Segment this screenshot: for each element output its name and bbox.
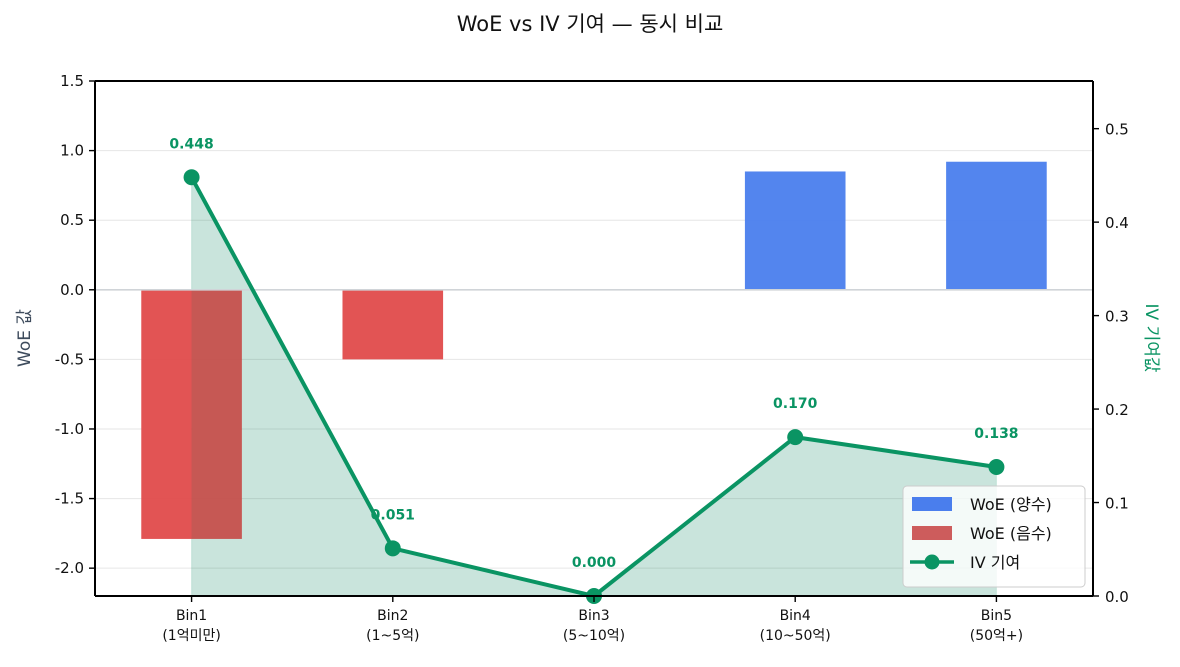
legend-label: WoE (음수) bbox=[970, 524, 1052, 543]
y-tick-label: -2.0 bbox=[55, 559, 84, 577]
x-tick-label-range: (5~10억) bbox=[563, 628, 625, 644]
iv-value-labels: 0.448 0.051 0.000 0.170 0.138 bbox=[169, 136, 1018, 571]
woe-bar bbox=[141, 289, 242, 539]
y-tick-label: 1.5 bbox=[60, 72, 84, 90]
iv-marker bbox=[787, 429, 804, 446]
y-right-tick-label: 0.1 bbox=[1105, 495, 1129, 513]
legend-label: WoE (양수) bbox=[970, 495, 1052, 514]
y-axis-right-ticks: 0.5 0.4 0.3 0.2 0.1 0.0 bbox=[1093, 121, 1129, 606]
iv-area-fill-overlay bbox=[192, 177, 997, 596]
y-tick-label: -1.0 bbox=[55, 420, 84, 438]
x-tick-label-range: (1~5억) bbox=[366, 628, 419, 644]
y-tick-label: -0.5 bbox=[55, 350, 84, 368]
x-tick-label-bin: Bin5 bbox=[981, 608, 1012, 624]
y-tick-label: 0.0 bbox=[60, 281, 84, 299]
x-tick-label-bin: Bin3 bbox=[578, 608, 609, 624]
y-tick-label: -1.5 bbox=[55, 490, 84, 508]
x-tick-label-bin: Bin4 bbox=[780, 608, 811, 624]
legend-label: IV 기여 bbox=[970, 553, 1020, 572]
iv-area-over-bars bbox=[191, 177, 997, 596]
iv-value-label: 0.051 bbox=[371, 507, 415, 523]
y-axis-left-label: WoE 값 bbox=[15, 309, 35, 367]
legend: WoE (양수) WoE (음수) IV 기여 bbox=[902, 485, 1086, 588]
x-tick-label-range: (50억+) bbox=[970, 628, 1023, 644]
iv-value-label: 0.138 bbox=[974, 426, 1018, 442]
iv-value-label: 0.170 bbox=[773, 396, 818, 412]
iv-value-label: 0.448 bbox=[169, 136, 213, 152]
y-right-tick-label: 0.0 bbox=[1105, 588, 1129, 606]
woe-bar bbox=[342, 289, 444, 360]
y-axis-right-label: IV 기여값 bbox=[1141, 304, 1161, 373]
woe-bar bbox=[744, 171, 846, 290]
iv-value-label: 0.000 bbox=[572, 555, 617, 571]
chart-title: WoE vs IV 기여 — 동시 비교 bbox=[457, 12, 724, 36]
woe-bars bbox=[141, 161, 1047, 596]
y-right-tick-label: 0.3 bbox=[1105, 308, 1129, 326]
iv-area-overlay bbox=[192, 177, 997, 596]
y-right-tick-label: 0.4 bbox=[1105, 214, 1129, 232]
iv-area bbox=[191, 177, 997, 596]
legend-swatch-positive bbox=[912, 497, 952, 511]
legend-swatch-negative bbox=[912, 526, 952, 540]
woe-bar bbox=[946, 161, 1047, 290]
y-right-tick-label: 0.2 bbox=[1105, 401, 1129, 419]
iv-marker bbox=[183, 169, 200, 186]
y-tick-label: 0.5 bbox=[60, 211, 84, 229]
x-tick-label-bin: Bin1 bbox=[176, 608, 207, 624]
y-tick-label: 1.0 bbox=[60, 142, 84, 160]
axes-frame bbox=[94, 80, 1094, 597]
x-tick-label-range: (10~50억) bbox=[760, 628, 831, 644]
iv-marker bbox=[988, 459, 1005, 476]
legend-marker-icon bbox=[924, 554, 940, 570]
iv-marker bbox=[384, 540, 401, 557]
y-right-tick-label: 0.5 bbox=[1105, 121, 1129, 139]
x-axis-ticks: Bin1 (1억미만) Bin2 (1~5억) Bin3 (5~10억) Bin4 (10~5… bbox=[162, 596, 1023, 644]
y-axis-left-ticks: 1.5 1.0 0.5 0.0 -0.5 -1.0 -1.5 -2.0 bbox=[55, 72, 95, 577]
x-tick-label-bin: Bin2 bbox=[377, 608, 408, 624]
x-tick-label-range: (1억미만) bbox=[162, 628, 220, 644]
